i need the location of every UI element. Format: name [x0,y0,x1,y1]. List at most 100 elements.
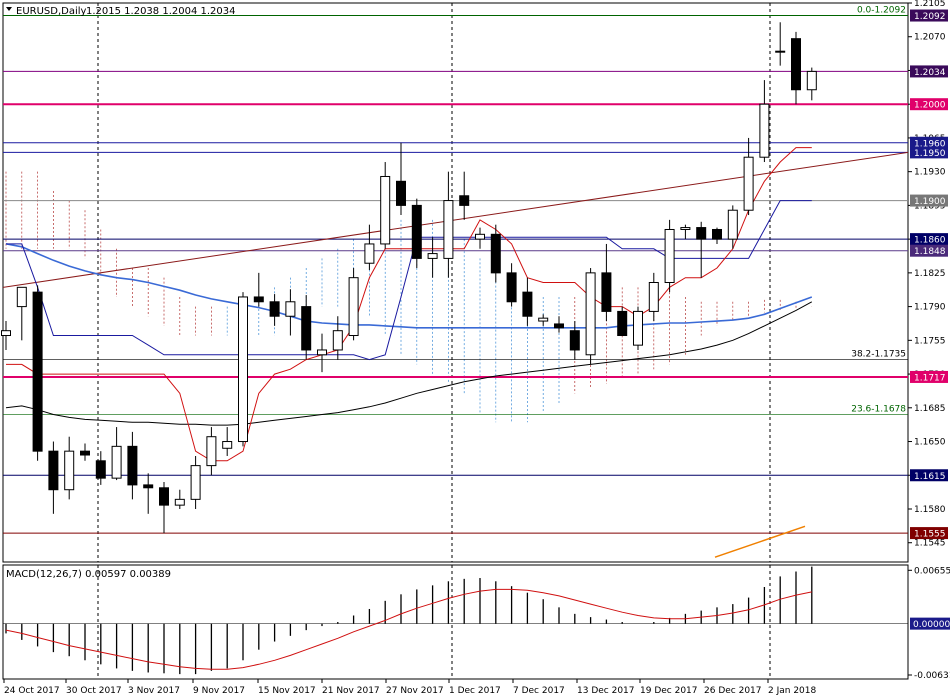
candle-bearish [522,291,533,317]
candle-bullish [648,282,659,312]
candle-bullish [285,301,296,317]
candle-bearish [459,195,470,206]
candle-bullish [348,277,359,337]
fib-label: 23.6-1.1678 [851,405,906,415]
price-tick-label: 1.1580 [914,505,946,515]
date-tick-label: 30 Oct 2017 [66,686,122,696]
candle-bullish [775,50,786,53]
date-tick-label: 27 Nov 2017 [386,686,444,696]
candle-bullish [664,228,675,283]
macd-tick-label: 0.00000 [913,620,950,630]
candle-bullish [585,272,596,356]
candle-bullish [743,156,754,211]
candle-bearish [80,450,90,456]
candle-bearish [143,484,154,489]
price-tick-label: 1.1825 [914,269,946,279]
price-level-tag-label: 1.2092 [914,12,946,22]
date-tick-label: 2 Jan 2018 [768,686,816,696]
date-tick-label: 21 Nov 2017 [322,686,380,696]
candle-bearish [712,228,722,240]
candle-bullish [633,310,643,346]
candle-bearish [253,296,264,303]
macd-tick-label: -0.00631 [914,671,950,681]
price-tick-label: 1.1755 [914,336,946,346]
price-tick-label: 1.2070 [914,33,946,43]
candle-bearish [269,301,280,317]
price-level-tag [910,244,948,257]
price-level-tag [910,98,948,111]
candle-bullish [380,175,391,245]
projection-line [714,525,806,558]
price-level-tag-label: 1.2000 [914,101,946,111]
candle-bearish [569,330,580,351]
moving-average-black [5,301,813,426]
price-panel-frame [2,2,909,563]
candle-bullish [806,70,817,91]
price-tick-label: 1.1930 [914,168,946,178]
fib-label: 0.0-1.2092 [857,6,906,16]
price-level-tag [910,469,948,482]
candle-bearish [159,487,169,506]
candle-bearish [617,310,628,337]
candle-bearish [696,227,707,240]
header-dropdown-icon [6,7,12,11]
price-level-tag [910,146,948,159]
candle-bullish [317,349,327,356]
candle-bearish [506,272,517,303]
price-level-tag [910,136,948,149]
candle-bullish [364,243,375,264]
candle-bullish [427,253,438,259]
price-tick-label: 1.1650 [914,438,946,448]
price-level-tag-label: 1.1555 [914,530,946,540]
price-tick-label: 1.2105 [914,0,946,9]
candle-bullish [443,200,454,259]
candle-bearish [601,272,612,312]
candle-bullish [759,103,770,158]
candle-bullish [538,317,549,322]
price-tick-label: 1.1545 [914,539,946,549]
date-tick-label: 13 Dec 2017 [577,686,635,696]
date-tick-label: 3 Nov 2017 [128,686,180,696]
candle-bullish [16,286,27,308]
price-level-tag-label: 1.1717 [914,373,946,383]
price-level-tag [910,65,948,78]
candle-bullish [190,465,201,500]
tenkan-line [6,147,812,462]
candle-bearish [411,204,422,259]
price-tick-label: 1.1685 [914,404,946,414]
trendline [2,151,909,288]
candle-bearish [490,233,501,274]
ohlc-header: 1.2015 1.2038 1.2004 1.2034 [86,6,236,17]
price-level-tag-label: 1.1860 [914,236,946,246]
candle-bullish [64,450,75,491]
price-level-tag [910,233,948,246]
macd-panel-frame [2,564,909,680]
price-tick-label: 1.1790 [914,303,946,313]
date-tick-label: 15 Nov 2017 [258,686,316,696]
candle-bearish [48,450,59,491]
candle-bullish [111,445,122,479]
price-level-tag-label: 1.1900 [914,197,946,207]
price-level-tag [910,527,948,540]
candle-bearish [396,180,406,206]
price-level-tag-label: 1.2034 [914,68,946,78]
price-level-tag [910,194,948,207]
moving-average-blue [5,243,813,329]
macd-zero-tag [910,617,950,630]
kijun-line [6,200,812,361]
fib-label: 38.2-1.1735 [851,350,906,360]
candle-bullish [475,233,485,240]
candle-bullish [727,209,738,240]
price-level-tag [910,370,948,383]
date-tick-label: 7 Dec 2017 [513,686,565,696]
date-tick-label: 9 Nov 2017 [193,686,245,696]
candle-bullish [238,296,248,443]
candle-bearish [791,38,801,91]
price-level-tag-label: 1.1960 [914,139,946,149]
macd-tick-label: 0.00655 [914,566,950,576]
candle-bearish [95,460,106,479]
symbol-header: EURUSD,Daily [16,6,87,17]
date-tick-label: 1 Dec 2017 [449,686,501,696]
price-level-tag-label: 1.1848 [914,247,946,257]
